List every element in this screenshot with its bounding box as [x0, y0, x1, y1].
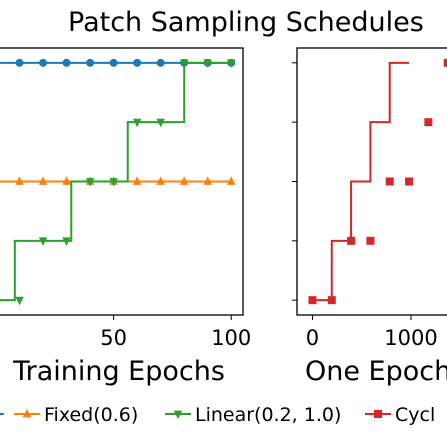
- data-point-left-2-4: [85, 178, 95, 187]
- series-group-right: [308, 58, 447, 305]
- data-point-left-1-8: [179, 176, 189, 185]
- legend-label-0: Fixed(0.6): [44, 404, 138, 426]
- legend-marker-0: [22, 408, 32, 418]
- data-point-left-1-6: [132, 176, 142, 185]
- data-point-left-0-5: [109, 58, 118, 67]
- data-point-right-0-0: [308, 296, 317, 305]
- data-point-left-2-5: [109, 178, 118, 187]
- x-axis-label-left: Training Epochs: [12, 356, 225, 387]
- series-group-left: [0, 58, 236, 306]
- data-point-left-0-3: [62, 58, 71, 67]
- data-point-right-0-6: [424, 118, 433, 127]
- data-point-left-1-1: [15, 176, 24, 185]
- panel-training-epochs: 50 100 Training Epochs: [0, 47, 251, 387]
- data-point-left-0-4: [86, 58, 95, 67]
- plot-frame-left: [0, 47, 244, 316]
- data-point-left-0-6: [133, 58, 142, 67]
- xticks-left: 50 100: [100, 315, 251, 350]
- x-axis-label-right: One Epoch: [305, 356, 447, 387]
- data-point-right-0-2: [347, 236, 356, 245]
- data-point-left-1-10: [226, 176, 236, 185]
- data-point-left-2-8: [179, 59, 189, 68]
- data-point-right-0-1: [327, 296, 336, 305]
- series-line-left-2: [0, 61, 232, 302]
- data-point-left-2-10: [226, 59, 236, 68]
- xtick-label-right-1: 1000: [384, 326, 437, 350]
- data-point-left-2-7: [156, 118, 165, 128]
- xtick-label-left-1: 100: [211, 326, 251, 350]
- xtick-label-left-0: 50: [100, 326, 127, 350]
- data-point-left-1-9: [203, 176, 212, 185]
- data-point-left-2-2: [38, 237, 48, 246]
- legend-marker-2: [373, 409, 382, 418]
- data-point-right-0-5: [405, 177, 414, 186]
- data-point-left-0-7: [156, 58, 165, 67]
- data-point-left-2-1: [15, 296, 24, 306]
- panel-one-epoch: 0 1000 One Epoch: [292, 47, 447, 387]
- data-point-right-0-4: [385, 177, 394, 186]
- series-line-right-0: [312, 61, 410, 302]
- yticks-right: [292, 62, 297, 301]
- data-point-left-2-6: [132, 118, 142, 128]
- plot-frame-right: [296, 47, 447, 316]
- legend: Fixed(0.6) Linear(0.2, 1.0) Cycl: [0, 404, 435, 426]
- legend-marker-1: [173, 410, 183, 420]
- data-point-left-1-2: [38, 176, 48, 185]
- data-point-right-0-7: [443, 58, 447, 67]
- data-point-left-2-9: [203, 59, 212, 68]
- data-point-right-0-3: [366, 236, 375, 245]
- figure-title: Patch Sampling Schedules: [68, 7, 424, 38]
- xtick-label-right-0: 0: [306, 326, 319, 350]
- xticks-right: 0 1000: [306, 315, 438, 350]
- data-point-left-0-1: [15, 58, 24, 67]
- data-point-left-0-2: [39, 58, 48, 67]
- data-point-left-1-3: [62, 176, 71, 185]
- data-point-left-2-3: [62, 237, 71, 246]
- legend-label-1: Linear(0.2, 1.0): [195, 404, 341, 426]
- data-point-left-1-7: [156, 176, 165, 185]
- legend-label-2: Cycl: [395, 404, 435, 426]
